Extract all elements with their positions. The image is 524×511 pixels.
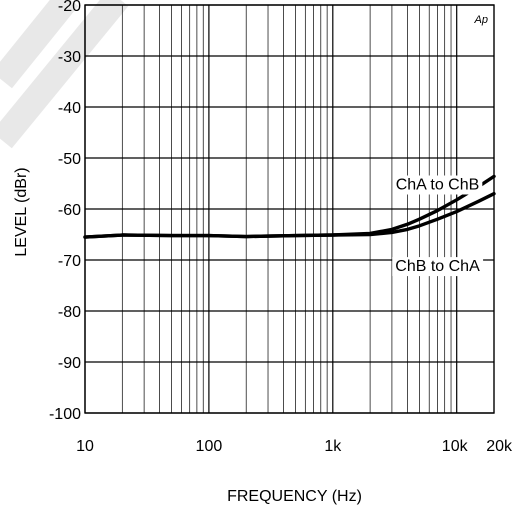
- series-label-background: [392, 257, 484, 277]
- x-tick-label: 10k: [442, 438, 469, 455]
- series-line-chb-to-cha: [83, 192, 496, 239]
- series-label-background: [392, 175, 483, 195]
- y-tick-label: -20: [58, 0, 81, 15]
- y-tick-label: -80: [58, 304, 81, 321]
- y-tick-label: -50: [58, 151, 81, 168]
- series-layer: [83, 174, 496, 239]
- major-grid: [84, 4, 494, 414]
- x-tick-label: 20k: [486, 438, 513, 455]
- plot-frame: [84, 4, 495, 414]
- x-axis-title: FREQUENCY (Hz): [227, 488, 362, 505]
- y-axis-title: LEVEL (dBr): [13, 167, 30, 256]
- y-tick-label: -60: [58, 202, 81, 219]
- x-tick-label: 100: [196, 438, 223, 455]
- y-tick-label: -70: [58, 253, 81, 270]
- corner-label: Ap: [474, 14, 488, 26]
- y-tick-label: -40: [58, 100, 81, 117]
- y-tick-label: -90: [58, 355, 81, 372]
- y-axis-ticks: -20 -30 -40 -50 -60 -70 -80 -90 -100: [49, 0, 81, 423]
- series-label-cha-to-chb: ChA to ChB: [396, 177, 480, 194]
- x-tick-label: 10: [76, 438, 94, 455]
- x-tick-label: 1k: [324, 438, 342, 455]
- watermark-mark: [0, 0, 129, 149]
- x-axis-ticks: 10 100 1k 10k 20k: [76, 438, 513, 455]
- annotation-layer: ChA to ChB ChB to ChA: [392, 175, 484, 277]
- y-tick-label: -30: [58, 49, 81, 66]
- y-tick-label: -100: [49, 406, 81, 423]
- series-label-chb-to-cha: ChB to ChA: [395, 258, 480, 275]
